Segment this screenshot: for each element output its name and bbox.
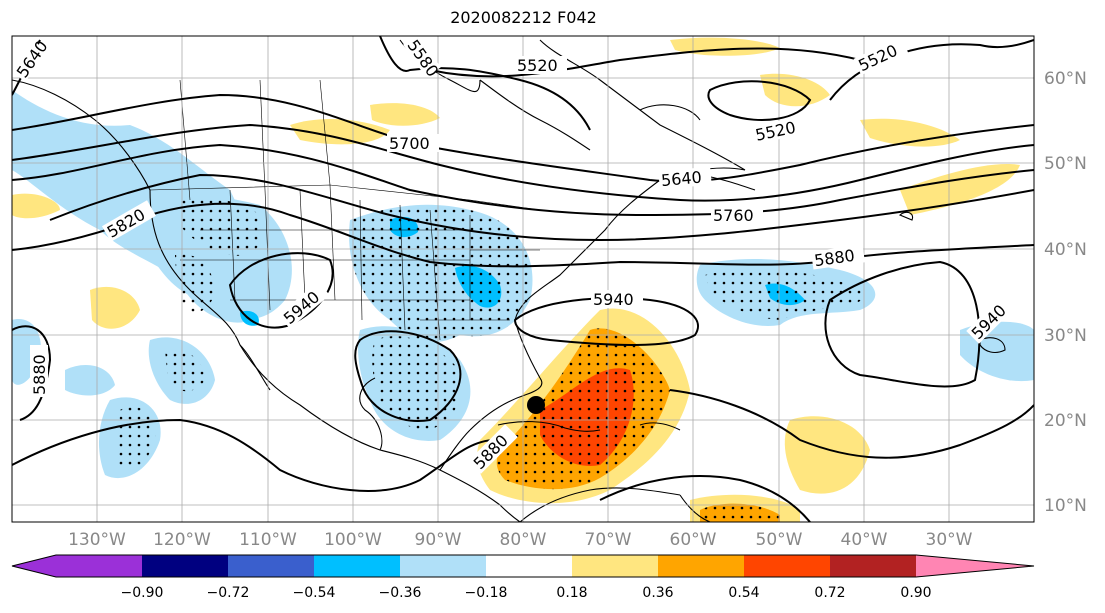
colorbar-tick: 0.54 (728, 585, 759, 601)
colorbar-segment (658, 555, 744, 577)
colorbar-segment (830, 555, 916, 577)
latitude-labels: 60°N 50°N 40°N 30°N 20°N 10°N (1044, 69, 1087, 516)
map-plot-area (12, 36, 1034, 522)
colorbar-tick: 0.72 (814, 585, 845, 601)
colorbar-segment (400, 555, 486, 577)
colorbar: −0.90 −0.72 −0.54 −0.36 −0.18 0.18 0.36 … (11, 554, 1035, 601)
map-frame (11, 35, 1035, 523)
contour-label: 5640 (660, 168, 702, 190)
contour-label: 5640 (13, 37, 52, 81)
colorbar-tick: −0.36 (379, 585, 422, 601)
colorbar-tick: −0.72 (207, 585, 250, 601)
lat-label: 50°N (1044, 154, 1087, 174)
colorbar-tick: −0.18 (465, 585, 508, 601)
lat-label: 30°N (1044, 326, 1087, 346)
colorbar-segment (228, 555, 314, 577)
contour-label: 5520 (754, 118, 798, 145)
contour-label: 5880 (30, 354, 49, 395)
colorbar-tick: −0.54 (293, 585, 336, 601)
contour-label: 5520 (517, 56, 558, 75)
storm-position-marker (527, 396, 545, 414)
map-title: 2020082212 F042 (450, 8, 597, 27)
lat-label: 60°N (1044, 69, 1087, 89)
lon-label: 100°W (324, 530, 382, 550)
contour-label: 5580 (403, 36, 442, 80)
colorbar-segment (486, 555, 572, 577)
lon-label: 130°W (68, 530, 126, 550)
lon-label: 70°W (585, 530, 632, 550)
contour-label: 5700 (389, 134, 430, 153)
longitude-labels: 130°W 120°W 110°W 100°W 90°W 80°W 70°W 6… (68, 530, 973, 550)
height-contours (12, 36, 1034, 522)
lon-label: 30°W (926, 530, 973, 550)
lon-label: 50°W (756, 530, 803, 550)
lat-label: 40°N (1044, 240, 1087, 260)
lat-label: 10°N (1044, 496, 1087, 516)
lon-label: 120°W (153, 530, 211, 550)
colorbar-extend-high (916, 555, 1034, 577)
colorbar-segment (572, 555, 658, 577)
colorbar-tick: 0.18 (556, 585, 587, 601)
colorbar-tick: 0.36 (642, 585, 673, 601)
state-borders (149, 79, 541, 341)
lon-label: 40°W (841, 530, 888, 550)
colorbar-tick: −0.90 (121, 585, 164, 601)
lon-label: 60°W (670, 530, 717, 550)
colorbar-tick: 0.90 (900, 585, 931, 601)
contour-label: 5880 (813, 246, 856, 270)
lon-label: 80°W (500, 530, 547, 550)
contour-label: 5760 (713, 206, 754, 225)
lon-label: 110°W (239, 530, 297, 550)
lat-label: 20°N (1044, 411, 1087, 431)
colorbar-segment (744, 555, 830, 577)
contour-label: 5940 (593, 290, 634, 309)
colorbar-extend-low (12, 555, 56, 577)
lon-label: 90°W (415, 530, 462, 550)
stippling (118, 198, 864, 522)
colorbar-segment (314, 555, 400, 577)
lat-lon-gridlines (12, 36, 1034, 522)
contour-label: 5520 (855, 41, 900, 75)
colorbar-segment (56, 555, 142, 577)
colorbar-segment (142, 555, 228, 577)
